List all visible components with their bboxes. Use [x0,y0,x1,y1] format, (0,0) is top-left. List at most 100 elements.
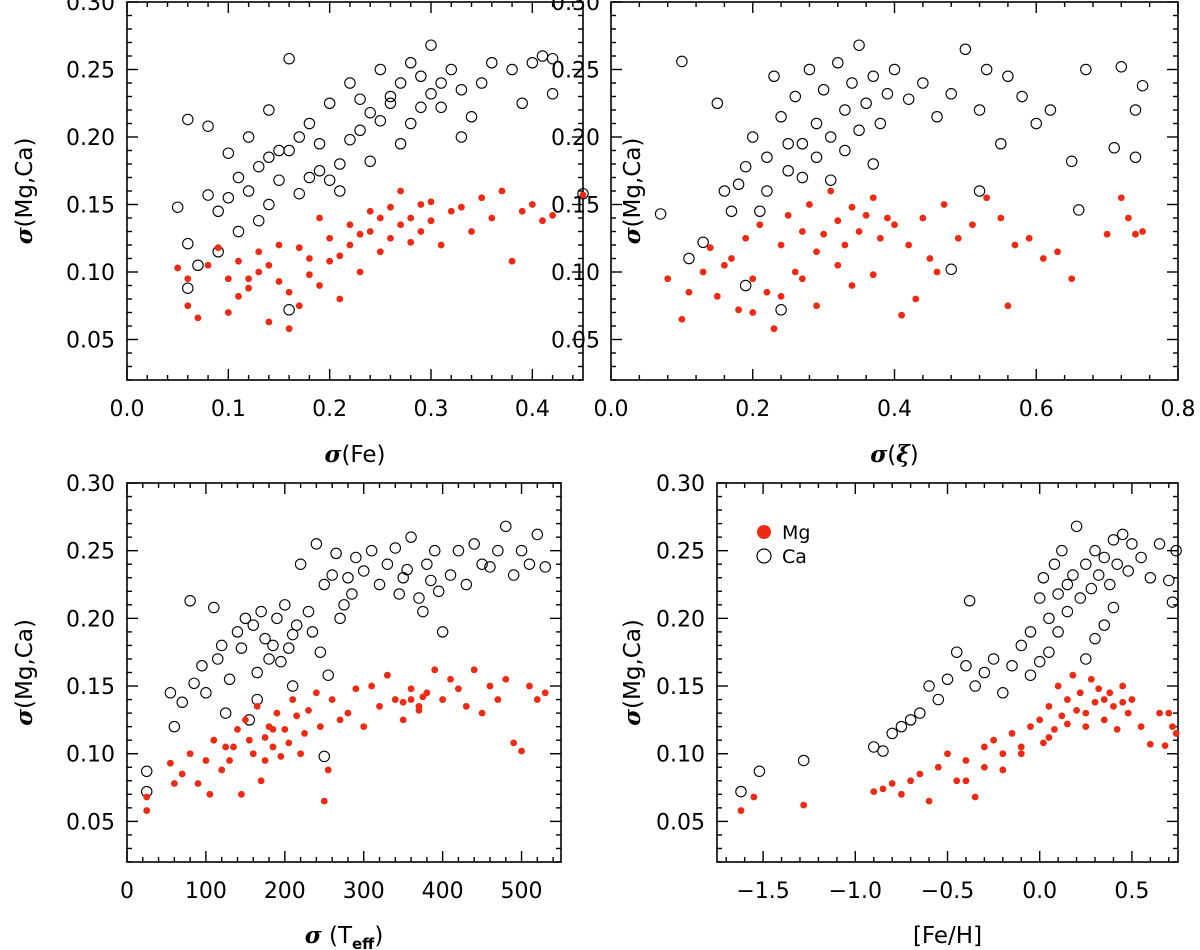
mg-point [316,723,324,731]
ca-point [516,97,528,110]
ca-point [215,639,228,652]
ca-point [1153,538,1166,550]
x-tick-label: 0.4 [877,397,912,422]
ca-point [874,117,887,130]
mg-point [194,314,202,322]
mg-point [813,248,820,256]
mg-point [784,211,792,219]
mg-point [848,203,856,211]
ca-point [344,77,356,89]
ca-point [789,90,802,103]
mg-point [1008,730,1016,737]
ca-point [397,571,409,584]
ca-point [318,750,331,763]
mg-point [1051,725,1058,733]
mg-point [798,228,806,235]
ca-point [914,707,926,719]
ca-point [1002,70,1014,83]
mg-point [210,736,218,744]
ca-point [373,578,386,591]
ca-point [1107,601,1120,614]
ca-point [775,304,787,316]
mg-point [328,696,336,703]
y-tick-label: 0.30 [551,0,600,16]
mg-point [898,311,905,319]
mg-point [1132,230,1139,238]
x-axis-title: [Fe/H] [913,923,982,949]
y-tick-label: 0.05 [66,810,115,835]
ca-point [506,63,518,76]
mg-point [257,777,265,785]
mg-point [289,696,297,703]
ca-point [417,605,429,618]
mg-point [971,793,979,801]
mg-point [1169,723,1176,731]
ca-point [334,185,346,197]
ca-point [468,538,480,550]
x-tick-label: 0.6 [1019,397,1054,422]
ca-point [902,93,915,105]
ca-point [507,569,520,581]
ca-point [1065,155,1078,168]
mg-point [447,207,455,215]
mg-point [387,203,394,211]
mg-point [462,702,470,710]
mg-point [1119,698,1127,706]
mg-point [214,244,222,252]
mg-point [539,217,546,225]
ca-point [425,574,437,587]
mg-point [312,689,320,697]
ca-point [212,205,224,218]
ca-point [963,595,976,607]
mg-point [447,675,454,683]
mg-point [1137,723,1145,731]
mg-point [579,191,587,199]
mg-point [820,230,828,238]
y-tick-label: 0.05 [66,329,115,354]
mg-point [518,207,526,215]
mg-point [226,757,233,764]
mg-point [391,696,399,703]
mg-point [756,221,764,229]
mg-point [249,750,257,758]
ca-point [1108,142,1120,154]
legend: Mg Ca [756,522,810,568]
ca-point [1089,632,1101,645]
mg-point [916,770,924,778]
ca-point [877,745,889,757]
x-tick-label: −0.5 [921,879,974,904]
ca-point [239,612,252,625]
ca-point [886,727,898,740]
ca-point [1092,569,1105,581]
y-tick-label: 0.25 [551,59,600,84]
ca-point [444,569,457,581]
ca-point [931,111,943,123]
ca-point [932,693,945,706]
legend-mg-label: Mg [782,522,810,544]
ca-point [797,754,810,767]
mg-point [488,214,496,222]
ca-point [404,56,417,69]
ca-point [1043,612,1055,625]
mg-point [245,736,253,744]
ca-point [969,680,981,692]
ca-point [839,104,851,116]
mg-point [699,268,707,276]
mg-point [869,194,877,202]
mg-point [770,325,778,333]
mg-point [541,689,549,697]
mg-point [376,248,384,256]
ca-point [354,124,366,137]
mg-point [1027,723,1034,731]
ca-point [184,595,196,607]
ca-point [223,673,236,686]
mg-point [397,187,404,195]
y-tick-label: 0.25 [656,540,705,565]
y-tick-label: 0.10 [66,261,115,286]
mg-point [891,221,898,229]
mg-point [806,201,813,208]
ca-point [824,174,837,186]
ca-point [140,765,153,778]
panel-top-left: 0.0 0.1 0.2 0.3 0.4 0.05 0.10 0.15 0.20 0.25 0.30 σ… [11,0,589,468]
mg-point [387,234,394,242]
